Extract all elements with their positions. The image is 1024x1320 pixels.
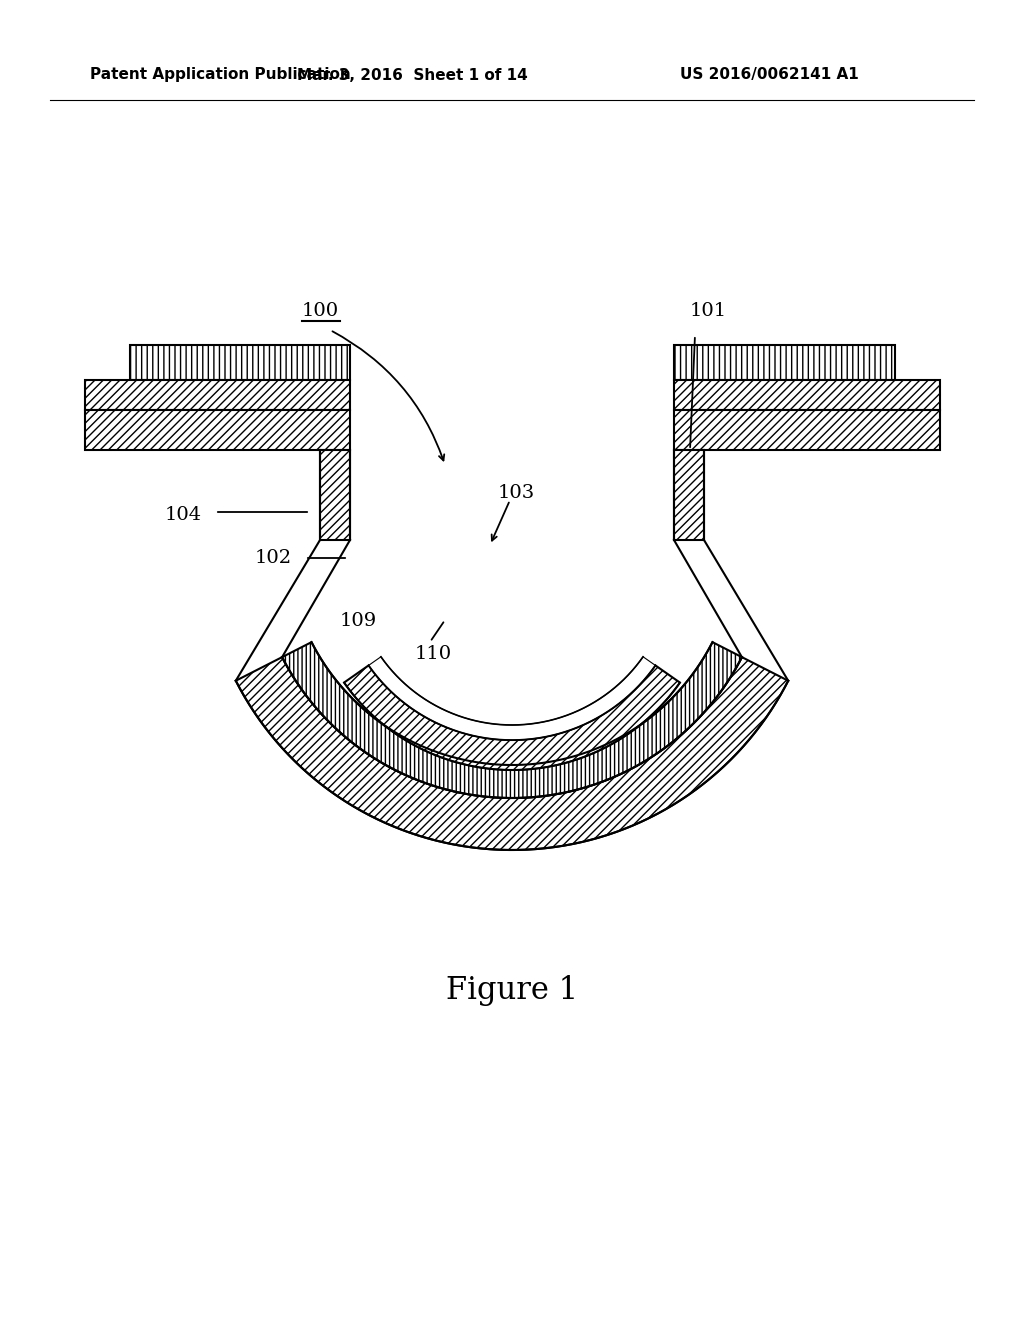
Text: Patent Application Publication: Patent Application Publication — [90, 67, 351, 82]
Polygon shape — [674, 450, 705, 540]
Text: 103: 103 — [498, 484, 536, 502]
Polygon shape — [674, 345, 895, 380]
Text: 101: 101 — [690, 302, 727, 319]
Polygon shape — [674, 380, 940, 411]
Polygon shape — [130, 345, 350, 380]
Polygon shape — [319, 450, 350, 540]
Polygon shape — [236, 657, 788, 850]
Polygon shape — [369, 657, 655, 741]
Text: 104: 104 — [165, 506, 202, 524]
Text: US 2016/0062141 A1: US 2016/0062141 A1 — [680, 67, 859, 82]
Text: 109: 109 — [340, 612, 377, 630]
Polygon shape — [674, 411, 940, 450]
Text: 100: 100 — [301, 302, 339, 319]
Text: 102: 102 — [255, 549, 292, 568]
Polygon shape — [283, 642, 741, 799]
Polygon shape — [85, 411, 350, 450]
Text: Mar. 3, 2016  Sheet 1 of 14: Mar. 3, 2016 Sheet 1 of 14 — [297, 67, 527, 82]
Text: 110: 110 — [415, 645, 453, 663]
Polygon shape — [85, 380, 350, 411]
Text: Figure 1: Figure 1 — [445, 974, 579, 1006]
Polygon shape — [344, 665, 680, 770]
